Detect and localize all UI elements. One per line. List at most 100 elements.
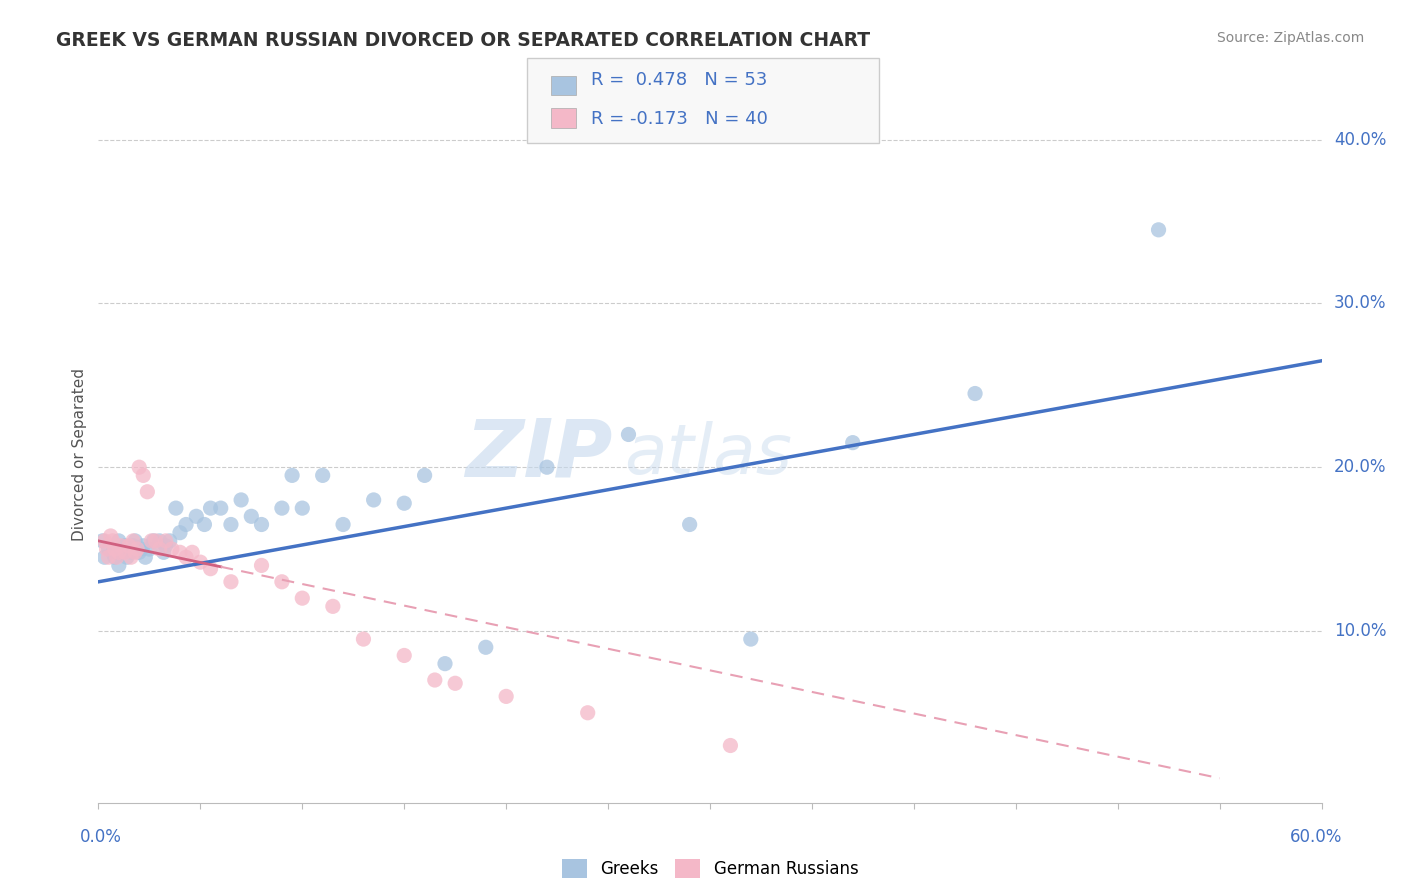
Point xyxy=(152,545,174,559)
Point xyxy=(181,545,204,559)
Point xyxy=(1147,223,1170,237)
Point xyxy=(209,501,232,516)
Point xyxy=(132,468,155,483)
Point xyxy=(174,517,197,532)
Point xyxy=(413,468,436,483)
Point xyxy=(155,533,177,548)
Point xyxy=(576,706,599,720)
Text: 30.0%: 30.0% xyxy=(1334,294,1386,312)
Point xyxy=(332,517,354,532)
Point xyxy=(138,542,160,557)
Point xyxy=(240,509,263,524)
Point xyxy=(110,539,132,553)
Point xyxy=(149,533,172,548)
Point xyxy=(97,542,120,557)
Point xyxy=(118,542,141,557)
Point xyxy=(120,545,142,559)
Point xyxy=(111,545,134,559)
Point xyxy=(444,676,467,690)
Point xyxy=(108,545,131,559)
Point xyxy=(132,539,155,553)
Point xyxy=(97,550,120,565)
Text: R =  0.478   N = 53: R = 0.478 N = 53 xyxy=(591,71,766,89)
Point xyxy=(291,501,314,516)
Point xyxy=(101,545,124,559)
Point xyxy=(114,545,136,559)
Point xyxy=(100,529,122,543)
Point xyxy=(250,558,273,573)
Point xyxy=(281,468,304,483)
Point xyxy=(291,591,314,606)
Point xyxy=(322,599,344,614)
Point xyxy=(127,542,149,557)
Text: 10.0%: 10.0% xyxy=(1334,622,1386,640)
Point xyxy=(186,509,208,524)
Point xyxy=(250,517,273,532)
Point xyxy=(141,533,163,548)
Text: GREEK VS GERMAN RUSSIAN DIVORCED OR SEPARATED CORRELATION CHART: GREEK VS GERMAN RUSSIAN DIVORCED OR SEPA… xyxy=(56,31,870,50)
Point xyxy=(96,542,118,557)
Point xyxy=(155,539,177,553)
Point xyxy=(174,550,197,565)
Point xyxy=(145,533,167,548)
Point xyxy=(105,550,128,565)
Point xyxy=(474,640,498,655)
Point xyxy=(169,545,191,559)
Point xyxy=(200,501,222,516)
Point xyxy=(231,492,253,507)
Point xyxy=(128,545,150,559)
Point xyxy=(965,386,987,401)
Point xyxy=(91,533,114,548)
Point xyxy=(129,542,152,557)
Legend: Greeks, German Russians: Greeks, German Russians xyxy=(555,853,865,885)
Point xyxy=(118,539,141,553)
Point xyxy=(124,533,146,548)
Point xyxy=(392,648,416,663)
Point xyxy=(312,468,335,483)
Point xyxy=(841,435,863,450)
Point xyxy=(104,550,127,565)
Point xyxy=(93,550,115,565)
Point xyxy=(169,525,191,540)
Point xyxy=(536,460,558,475)
Point xyxy=(352,632,374,646)
Point xyxy=(740,632,762,646)
Point xyxy=(122,539,145,553)
Point xyxy=(136,484,159,499)
Y-axis label: Divorced or Separated: Divorced or Separated xyxy=(72,368,87,541)
Point xyxy=(495,690,517,704)
Point xyxy=(200,562,222,576)
Point xyxy=(392,496,416,510)
Text: 20.0%: 20.0% xyxy=(1334,458,1386,476)
Text: ZIP: ZIP xyxy=(465,416,612,494)
Point xyxy=(434,657,457,671)
Point xyxy=(160,542,183,557)
Point xyxy=(101,533,124,548)
Point xyxy=(219,517,242,532)
Point xyxy=(124,545,146,559)
Point xyxy=(270,574,294,589)
Point xyxy=(93,533,115,548)
Point xyxy=(114,539,136,553)
Point xyxy=(165,501,187,516)
Point xyxy=(104,542,127,557)
Point xyxy=(149,542,172,557)
Point xyxy=(108,558,131,573)
Text: Source: ZipAtlas.com: Source: ZipAtlas.com xyxy=(1216,31,1364,45)
Point xyxy=(142,533,165,548)
Point xyxy=(270,501,294,516)
Text: R = -0.173   N = 40: R = -0.173 N = 40 xyxy=(591,110,768,128)
Point xyxy=(105,542,128,557)
Point xyxy=(108,533,131,548)
Point xyxy=(679,517,702,532)
Point xyxy=(423,673,446,687)
Text: 60.0%: 60.0% xyxy=(1289,828,1343,846)
Text: atlas: atlas xyxy=(624,421,793,489)
Point xyxy=(363,492,385,507)
Point xyxy=(159,533,181,548)
Point xyxy=(115,550,138,565)
Text: 40.0%: 40.0% xyxy=(1334,131,1386,149)
Point xyxy=(134,550,156,565)
Point xyxy=(193,517,215,532)
Point xyxy=(122,533,145,548)
